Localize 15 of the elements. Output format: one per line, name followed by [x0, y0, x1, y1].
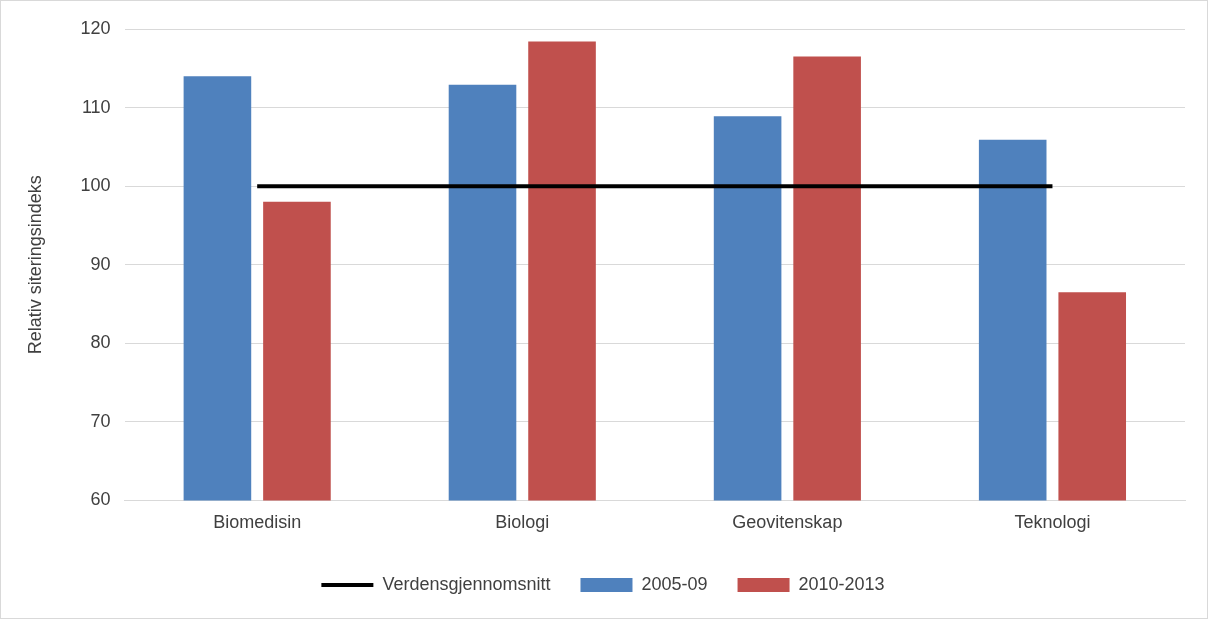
legend-label: 2005-09	[641, 573, 708, 594]
y-tick-label: 90	[90, 253, 111, 274]
x-tick-label: Teknologi	[1014, 512, 1091, 533]
y-tick-label: 110	[81, 96, 111, 117]
legend-label: Verdensgjennomsnitt	[382, 573, 551, 594]
legend-label: 2010-2013	[798, 573, 885, 594]
x-tick-label: Biomedisin	[213, 512, 302, 533]
y-tick-label: 120	[80, 17, 111, 38]
y-axis-title: Relativ siteringsindeks	[24, 175, 45, 355]
y-tick-label: 70	[90, 410, 111, 431]
x-tick-label: Geovitenskap	[732, 512, 843, 533]
y-tick-label: 80	[90, 332, 111, 353]
y-tick-label: 100	[80, 175, 111, 196]
x-tick-label: Biologi	[495, 512, 550, 533]
y-tick-label: 60	[90, 489, 111, 510]
